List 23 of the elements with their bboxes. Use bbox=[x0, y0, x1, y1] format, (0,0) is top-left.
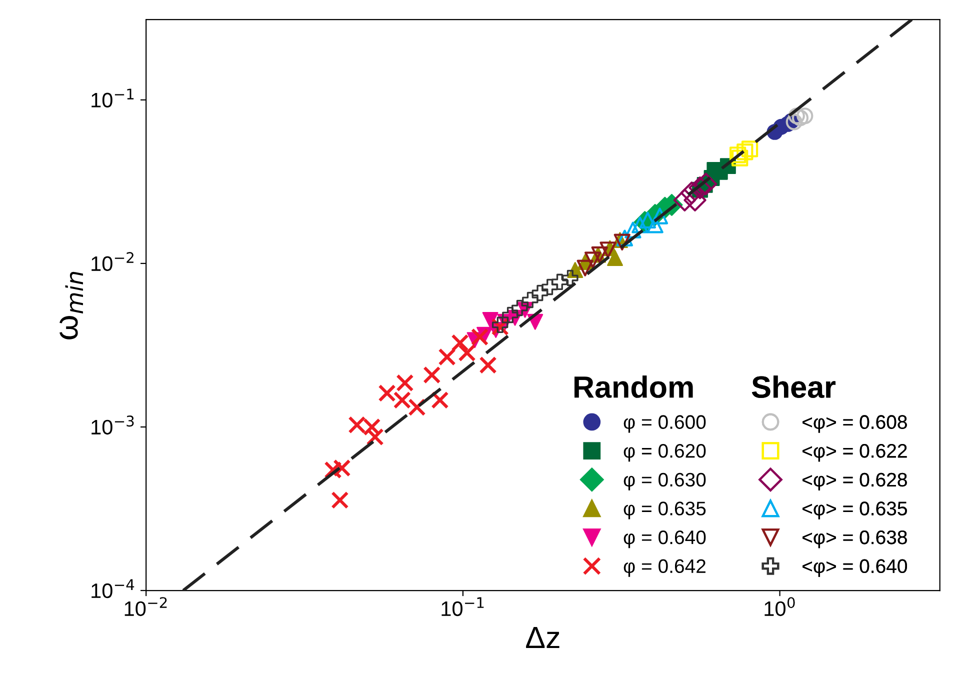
x-tick-label: 10$^{0}$ bbox=[764, 597, 795, 616]
legend-label: <φ> = 0.628 bbox=[802, 472, 907, 490]
legend-label: <φ> = 0.635 bbox=[802, 502, 907, 520]
legend-label: φ = 0.642 bbox=[624, 559, 706, 577]
legend-label: φ = 0.620 bbox=[624, 444, 706, 462]
legend-label: φ = 0.640 bbox=[624, 530, 706, 548]
legend-label: <φ> = 0.638 bbox=[802, 530, 907, 548]
y-tick-label: 10$^{−3}$ bbox=[92, 416, 134, 435]
x-tick-label: 10$^{−1}$ bbox=[442, 597, 484, 616]
text: Random bbox=[574, 375, 693, 398]
y-tick-label: 10$^{−4}$ bbox=[92, 579, 134, 598]
y-axis-title: ω$_{min}$ bbox=[60, 272, 83, 340]
y-tick-label: 10$^{−2}$ bbox=[92, 252, 134, 272]
legend-label: <φ> = 0.608 bbox=[802, 415, 907, 433]
legend-label: φ = 0.635 bbox=[624, 502, 706, 520]
x-tick-label: 10$^{−2}$ bbox=[124, 597, 167, 616]
legend-label: <φ> = 0.622 bbox=[802, 444, 907, 462]
x-axis-title: Δz bbox=[526, 627, 560, 648]
legend-label: <φ> = 0.640 bbox=[802, 559, 907, 577]
legend-label: φ = 0.600 bbox=[624, 415, 706, 433]
legend-label: φ = 0.630 bbox=[624, 472, 706, 490]
text: Shear bbox=[752, 375, 836, 398]
y-tick-label: 10$^{−1}$ bbox=[92, 88, 134, 108]
